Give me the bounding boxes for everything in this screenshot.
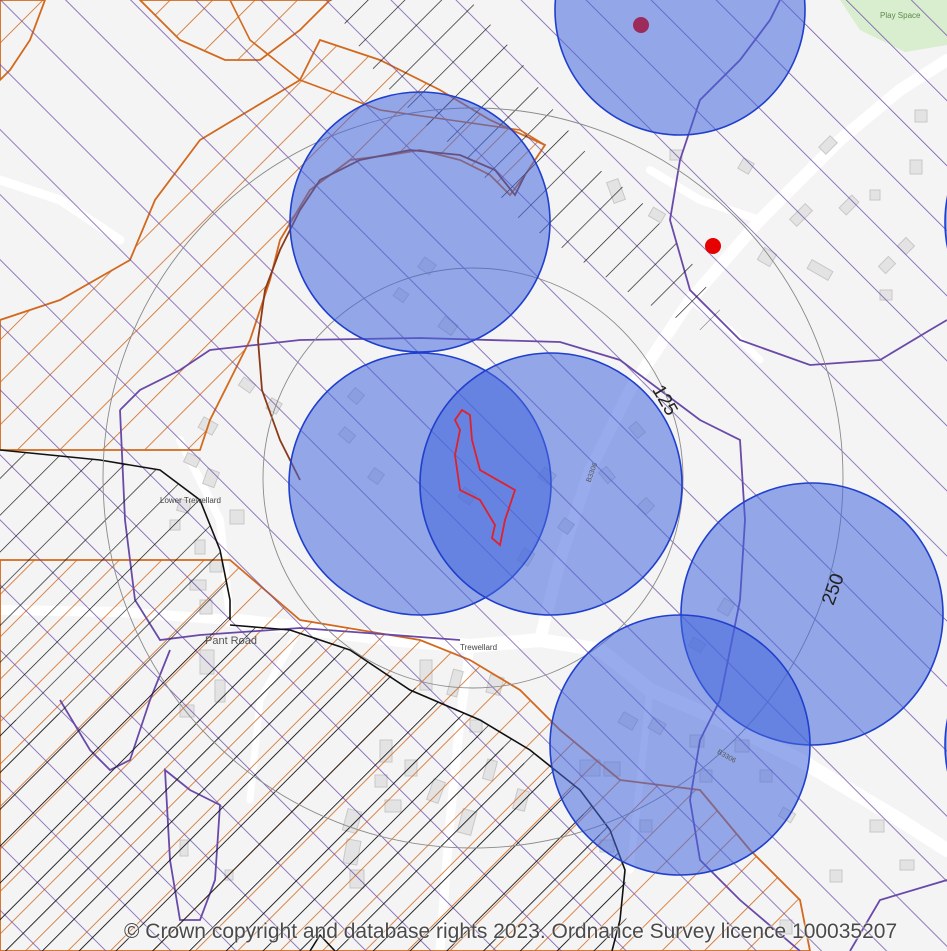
site-boundary[interactable] — [453, 408, 517, 547]
label-trewellard: Trewellard — [460, 643, 497, 652]
label-play-space: Play Space — [880, 11, 921, 20]
blue-circle-zones — [288, 0, 947, 876]
red-dot-icon[interactable] — [705, 238, 721, 254]
label-pant-road: Pant Road — [205, 635, 257, 647]
copyright-notice: © Crown copyright and database rights 20… — [124, 920, 898, 943]
purple-dot-icon[interactable] — [633, 17, 649, 33]
label-lower-trewellard: Lower Trewellard — [160, 496, 221, 505]
